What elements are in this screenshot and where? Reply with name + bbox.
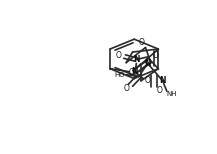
Text: HO: HO bbox=[114, 73, 125, 79]
Text: O: O bbox=[123, 84, 129, 93]
Text: O: O bbox=[138, 38, 144, 47]
Text: O: O bbox=[145, 76, 151, 85]
Text: O: O bbox=[129, 68, 135, 77]
Text: N: N bbox=[159, 76, 166, 85]
Text: O: O bbox=[145, 58, 151, 67]
Text: O: O bbox=[156, 86, 162, 95]
Text: N: N bbox=[133, 55, 140, 64]
Text: N: N bbox=[132, 67, 138, 76]
Text: O: O bbox=[152, 51, 158, 60]
Text: N: N bbox=[144, 59, 151, 68]
Text: O: O bbox=[115, 51, 121, 60]
Text: NH: NH bbox=[166, 91, 176, 97]
